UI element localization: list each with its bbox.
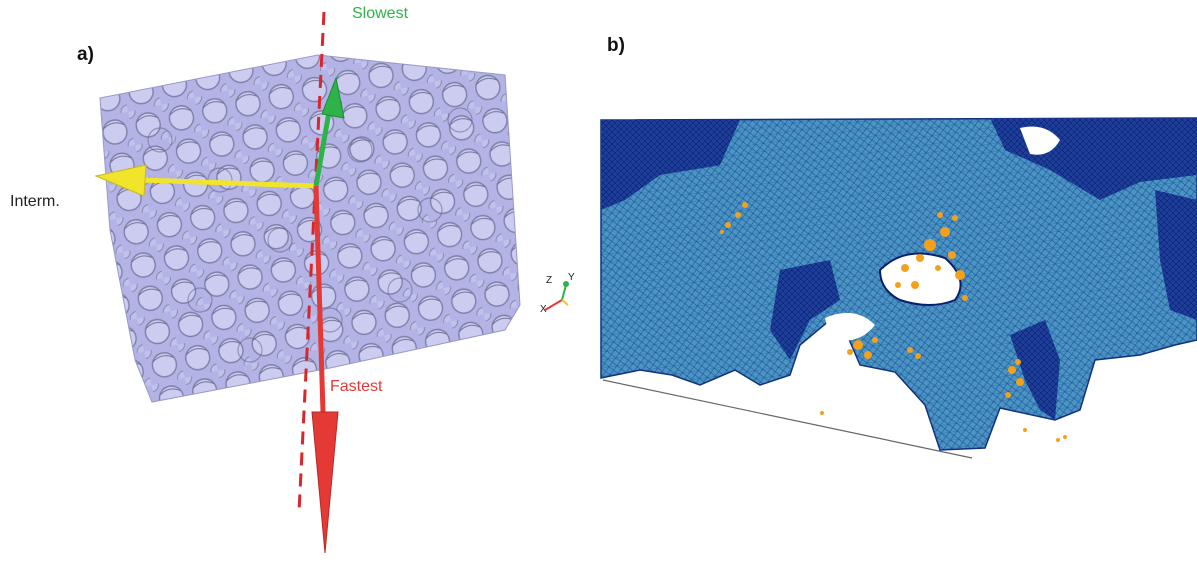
triad-y-label: Y <box>568 272 575 283</box>
slowest-label: Slowest <box>352 5 409 22</box>
fastest-arrow <box>311 185 339 554</box>
intermediate-arrow <box>94 164 317 197</box>
pore-opening <box>825 312 875 341</box>
slowest-arrow <box>313 76 345 187</box>
intermediate-label: Interm. <box>10 193 60 210</box>
panel-b-label: b) <box>607 35 625 56</box>
pore-opening <box>1020 126 1060 155</box>
fastest-label: Fastest <box>330 378 383 395</box>
triad-z-label: Z <box>546 275 553 286</box>
domain-edge-line <box>602 379 973 459</box>
triad-x-label: X <box>540 304 547 315</box>
particle-cluster <box>720 202 1067 442</box>
panel-a <box>94 11 569 554</box>
mesh-dark-region <box>770 260 840 360</box>
mesh-dark-region <box>1010 320 1060 420</box>
axis-triad-icon <box>544 281 569 311</box>
mesh-dark-region <box>1155 190 1197 320</box>
foam-structure <box>99 54 521 403</box>
mesh-dark-region <box>601 120 740 210</box>
panel-a-label: a) <box>77 44 94 65</box>
panel-b <box>600 117 1197 459</box>
foam-pores <box>147 107 473 363</box>
